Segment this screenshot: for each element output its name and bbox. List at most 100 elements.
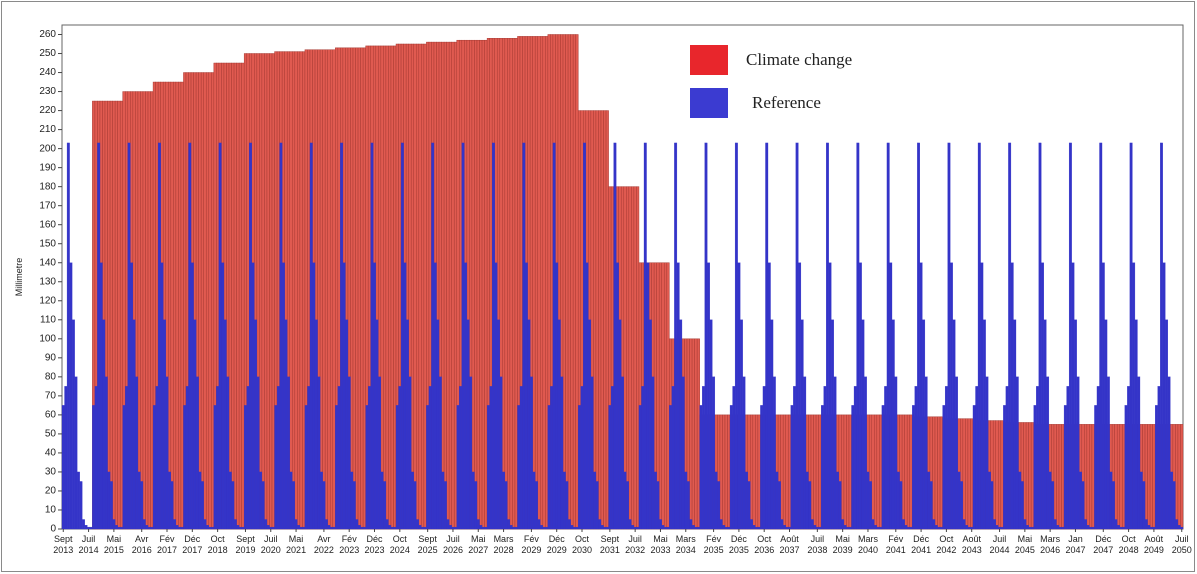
- bar: [423, 526, 427, 530]
- legend-label: Reference: [752, 93, 821, 112]
- bar: [1149, 424, 1153, 530]
- bar: [178, 81, 182, 530]
- x-tick-label: Juil 2050: [1172, 534, 1192, 555]
- bar: [271, 53, 275, 530]
- bar: [889, 262, 893, 530]
- bar: [729, 405, 733, 530]
- x-tick-label: Juil 2044: [990, 534, 1010, 555]
- bar: [421, 43, 425, 530]
- bar: [1132, 262, 1136, 530]
- x-tick-label: Déc 2041: [911, 534, 931, 555]
- bar: [909, 414, 913, 530]
- bar: [661, 262, 665, 530]
- bar: [998, 420, 1002, 530]
- bar: [757, 414, 761, 530]
- bar: [534, 36, 538, 530]
- bar: [476, 519, 480, 530]
- bar: [1147, 525, 1151, 530]
- bar: [360, 47, 364, 530]
- bar: [114, 525, 118, 530]
- bar: [557, 319, 561, 530]
- bar: [329, 49, 334, 530]
- bar: [656, 481, 660, 530]
- y-tick-label: 80: [45, 371, 57, 382]
- bar: [446, 41, 450, 530]
- bar: [1056, 424, 1060, 530]
- bar: [1061, 526, 1065, 530]
- bar: [512, 38, 516, 530]
- bar: [332, 526, 336, 530]
- bar: [416, 43, 420, 530]
- y-tick-label: 200: [39, 143, 56, 154]
- bar: [886, 142, 890, 530]
- bar: [208, 526, 212, 530]
- bar: [79, 481, 83, 530]
- bar: [955, 376, 958, 530]
- bar: [843, 414, 847, 530]
- x-tick-label: Déc 2017: [182, 534, 202, 555]
- bar: [722, 525, 726, 530]
- bar: [137, 91, 141, 530]
- bar: [732, 386, 736, 530]
- bar: [605, 526, 609, 530]
- y-tick-label: 140: [39, 257, 56, 268]
- bar: [550, 386, 554, 530]
- bar: [140, 91, 144, 530]
- bar: [66, 142, 70, 530]
- bar: [410, 43, 414, 530]
- bar: [545, 36, 549, 530]
- bar: [127, 142, 131, 530]
- bar: [808, 481, 812, 530]
- bar: [1127, 386, 1131, 530]
- bar: [906, 414, 910, 530]
- bar: [755, 526, 759, 530]
- x-tick-label: Jan 2047: [1065, 534, 1085, 555]
- x-tick-label: Mai 2027: [468, 534, 488, 555]
- bar: [233, 62, 237, 530]
- bar: [666, 526, 670, 530]
- bar: [658, 262, 662, 530]
- x-tick-label: Août 2037: [779, 534, 799, 555]
- bar: [117, 526, 121, 530]
- bar: [767, 262, 771, 530]
- bar: [1175, 424, 1179, 530]
- bar: [1053, 424, 1057, 530]
- bar: [256, 376, 260, 530]
- bar: [297, 51, 301, 530]
- bar: [970, 526, 974, 530]
- bar: [1074, 319, 1077, 530]
- bar: [168, 471, 171, 530]
- bar: [287, 376, 290, 530]
- bar: [1071, 262, 1075, 530]
- bar: [1119, 526, 1123, 530]
- bar: [813, 525, 817, 530]
- bar: [542, 36, 546, 530]
- bar: [745, 471, 748, 530]
- bar: [572, 34, 576, 530]
- bar: [441, 471, 445, 530]
- bar: [398, 386, 402, 530]
- bar: [719, 519, 723, 530]
- bar: [395, 405, 399, 530]
- y-tick-label: 180: [39, 181, 56, 192]
- bar: [1063, 405, 1067, 530]
- bar: [1061, 424, 1065, 530]
- bar: [175, 525, 179, 530]
- bar: [499, 376, 503, 530]
- bar: [787, 414, 792, 530]
- bar: [71, 319, 75, 530]
- bar: [562, 471, 566, 530]
- bar: [418, 43, 422, 530]
- bar: [798, 262, 802, 530]
- bar: [972, 405, 976, 530]
- x-tick-label: Oct 2024: [390, 534, 410, 555]
- bar: [497, 319, 500, 530]
- bar: [213, 405, 217, 530]
- x-tick-label: Avr 2016: [132, 534, 152, 555]
- bar: [1180, 526, 1184, 530]
- bar: [573, 526, 576, 530]
- bar: [99, 262, 103, 530]
- bar: [871, 414, 875, 530]
- x-tick-label: Fév 2035: [704, 534, 724, 555]
